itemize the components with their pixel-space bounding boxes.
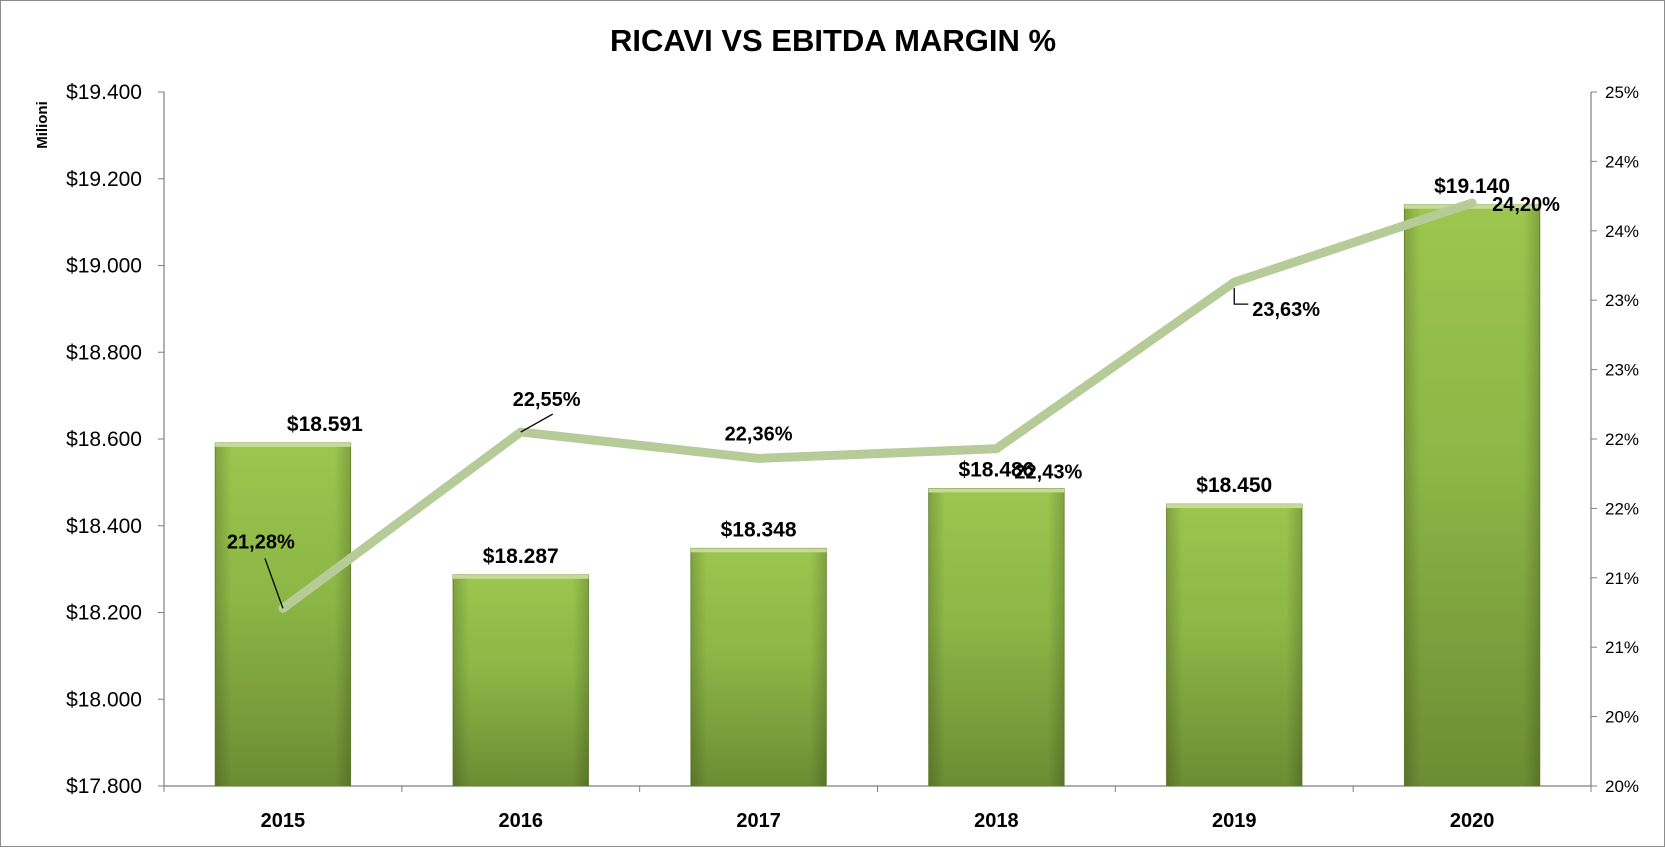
y-tick-label: $19.000 bbox=[66, 255, 142, 278]
x-tick-label: 2017 bbox=[736, 810, 781, 832]
line-data-label: 22,55% bbox=[513, 389, 581, 411]
bar-shading bbox=[1404, 204, 1540, 786]
y-tick-label: $18.200 bbox=[66, 602, 142, 625]
y-tick-label: $19.200 bbox=[66, 168, 142, 191]
x-tick-label: 2016 bbox=[499, 810, 544, 832]
bar-data-label: $18.348 bbox=[721, 518, 797, 541]
y2-tick-label: 20% bbox=[1605, 708, 1639, 727]
line-data-label: 21,28% bbox=[227, 531, 295, 553]
bar-top-bevel bbox=[928, 488, 1065, 493]
y2-tick-label: 22% bbox=[1605, 430, 1639, 449]
line-label-leader bbox=[1233, 288, 1249, 305]
bar-shading bbox=[928, 488, 1065, 786]
y2-tick-label: 23% bbox=[1605, 291, 1639, 310]
y-tick-label: $18.400 bbox=[66, 515, 142, 538]
line-label-leader bbox=[520, 413, 554, 433]
line-series bbox=[278, 198, 1477, 613]
x-tick-label: 2020 bbox=[1450, 810, 1495, 832]
bar-top-bevel bbox=[215, 442, 351, 447]
y-axis-label: Milioni bbox=[34, 101, 51, 149]
y2-tick-label: 21% bbox=[1605, 569, 1639, 588]
x-tick-label: 2015 bbox=[261, 810, 306, 832]
line-data-label: 23,63% bbox=[1252, 299, 1320, 321]
bar-shading bbox=[690, 548, 827, 786]
bar-data-label: $18.486 bbox=[958, 458, 1034, 481]
y2-tick-label: 21% bbox=[1605, 638, 1639, 657]
y-tick-label: $17.800 bbox=[66, 775, 142, 798]
bar-top-bevel bbox=[452, 574, 589, 579]
bar-data-label: $18.450 bbox=[1196, 474, 1272, 497]
bar-shading bbox=[215, 442, 351, 786]
y-tick-label: $18.600 bbox=[66, 428, 142, 451]
y2-tick-label: 20% bbox=[1605, 777, 1639, 796]
bar-data-label: $19.140 bbox=[1434, 175, 1510, 198]
y2-tick-label: 23% bbox=[1605, 361, 1639, 380]
y-tick-label: $18.000 bbox=[66, 688, 142, 711]
y2-tick-label: 24% bbox=[1605, 152, 1639, 171]
bar-shading bbox=[452, 574, 589, 786]
line-data-label: 22,36% bbox=[725, 423, 793, 445]
x-tick-label: 2019 bbox=[1212, 810, 1257, 832]
labels: $18.591 $18.287 $18.348 $18.486 $18.450 $19.1… bbox=[227, 175, 1560, 609]
bar-data-label: $18.287 bbox=[483, 545, 559, 568]
y-tick-label: $19.400 bbox=[66, 81, 142, 104]
y2-tick-label: 24% bbox=[1605, 222, 1639, 241]
bar-shading bbox=[1166, 504, 1303, 786]
bars bbox=[214, 204, 1541, 787]
y-tick-label: $18.800 bbox=[66, 341, 142, 364]
ebitda-margin-line bbox=[278, 198, 1477, 613]
axes: $17.800 $18.000 $18.200 $18.400 $18.600 $18.8… bbox=[66, 81, 1639, 832]
line-label-leader bbox=[264, 558, 284, 609]
line-data-label: 24,20% bbox=[1492, 194, 1560, 216]
y2-tick-label: 25% bbox=[1605, 83, 1639, 102]
y2-tick-label: 22% bbox=[1605, 499, 1639, 518]
bar-top-bevel bbox=[1166, 504, 1303, 509]
line-data-label: 22,43% bbox=[1014, 462, 1082, 484]
bar-data-label: $18.591 bbox=[287, 413, 363, 436]
bar-top-bevel bbox=[690, 548, 827, 553]
x-tick-label: 2018 bbox=[974, 810, 1019, 832]
chart-title: RICAVI VS EBITDA MARGIN % bbox=[610, 23, 1056, 58]
